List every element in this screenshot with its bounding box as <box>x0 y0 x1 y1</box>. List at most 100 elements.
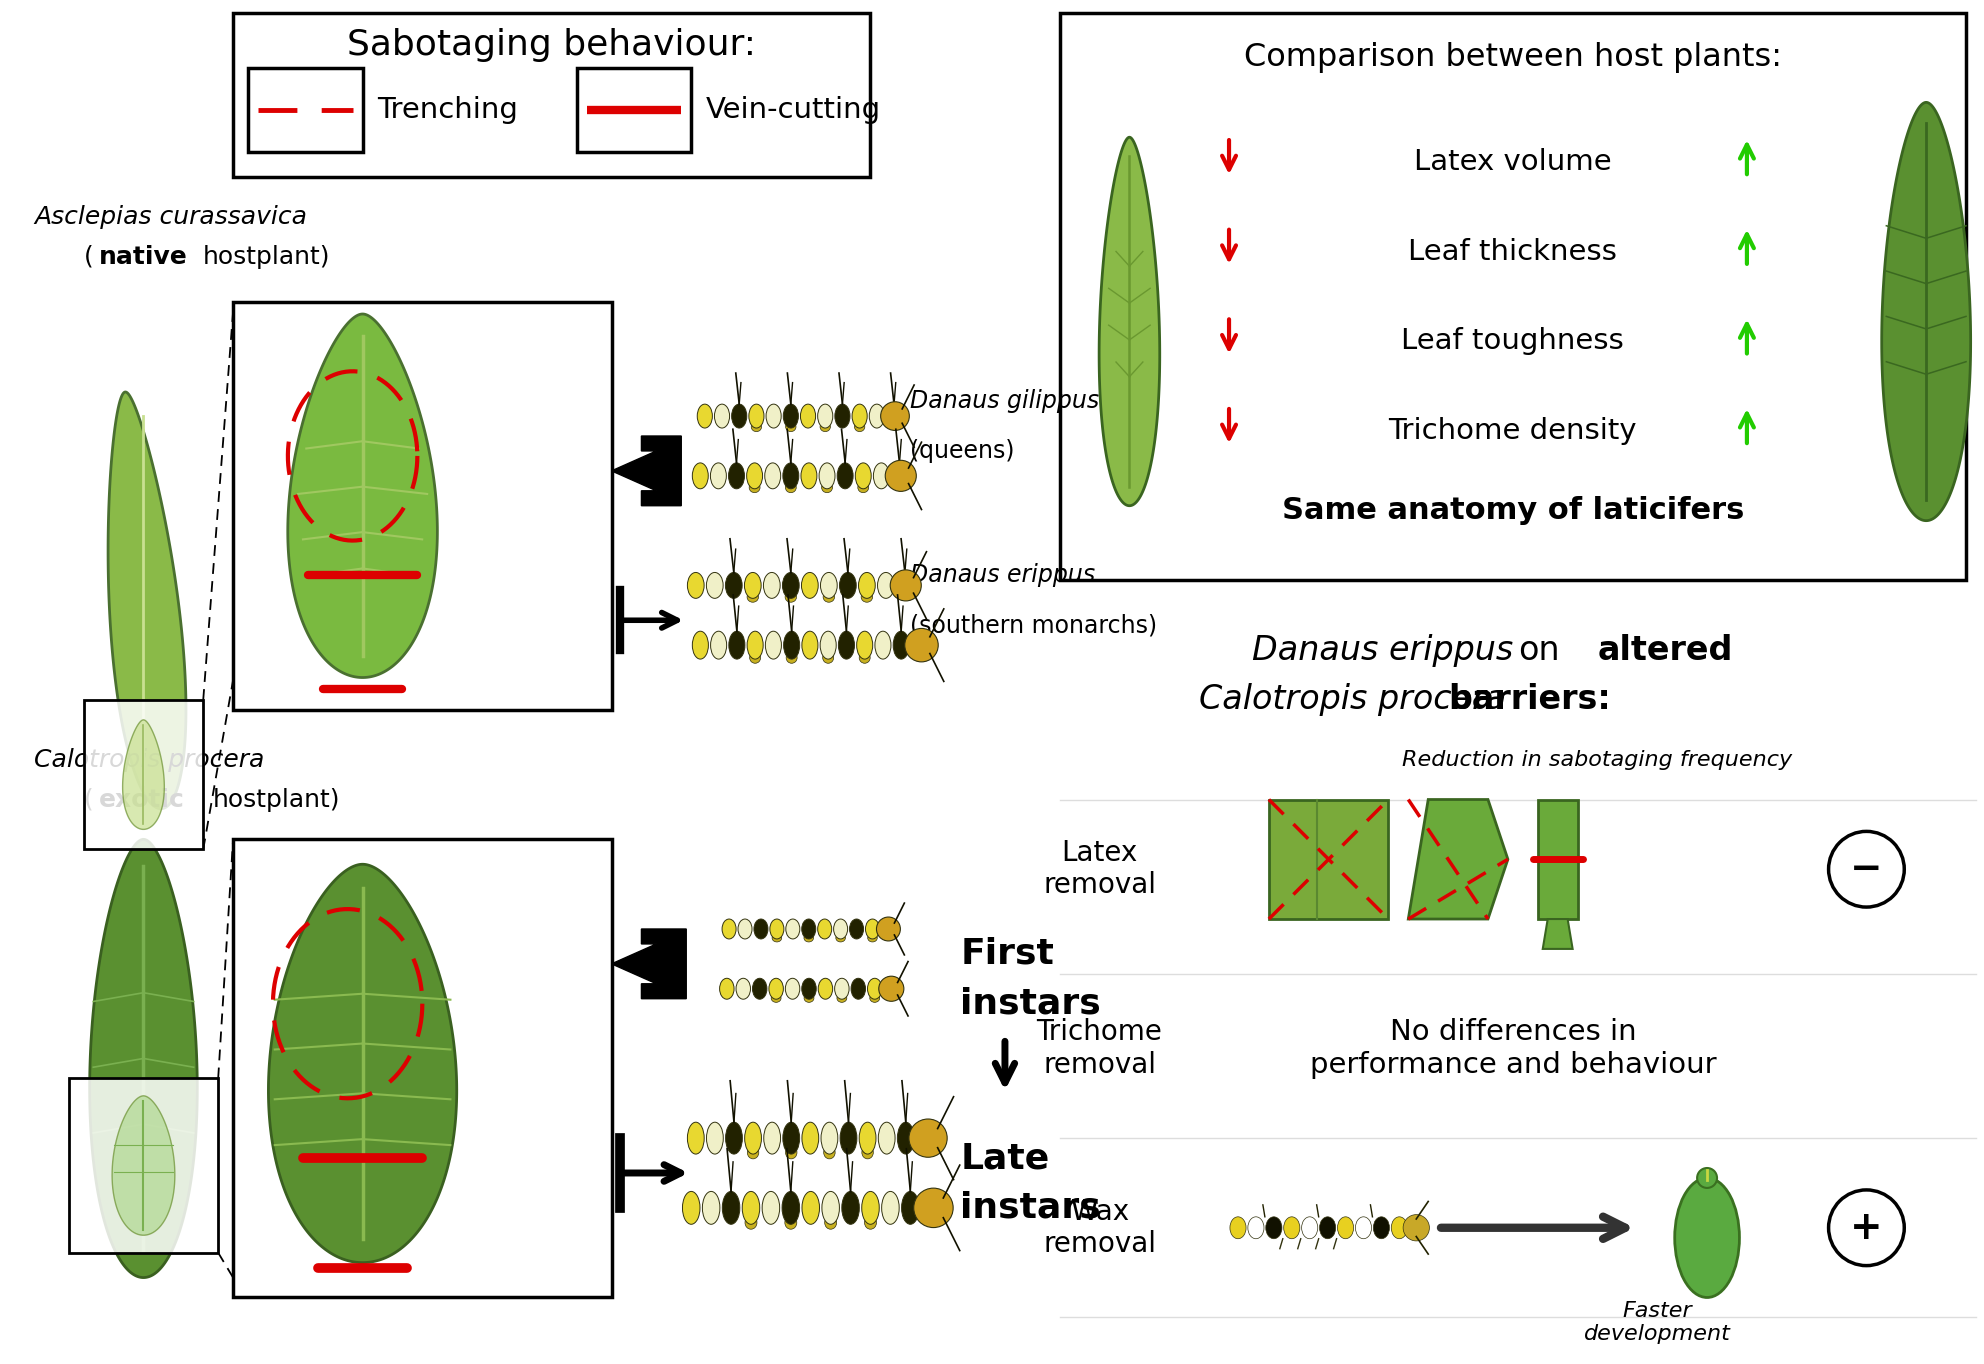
Text: Danaus erippus: Danaus erippus <box>1252 634 1514 667</box>
Ellipse shape <box>823 1146 835 1159</box>
FancyBboxPatch shape <box>1270 799 1389 919</box>
Ellipse shape <box>879 1123 895 1154</box>
Ellipse shape <box>855 421 865 431</box>
Polygon shape <box>107 391 186 809</box>
Ellipse shape <box>686 1123 704 1154</box>
Text: No differences in
performance and behaviour: No differences in performance and behavi… <box>1309 1019 1716 1079</box>
Ellipse shape <box>786 592 796 603</box>
Ellipse shape <box>865 1217 877 1229</box>
Ellipse shape <box>821 1191 839 1225</box>
Ellipse shape <box>881 1191 899 1225</box>
Ellipse shape <box>823 652 833 663</box>
Ellipse shape <box>804 934 813 943</box>
FancyBboxPatch shape <box>248 67 363 153</box>
Text: −: − <box>1851 850 1883 888</box>
Ellipse shape <box>726 1123 742 1154</box>
Ellipse shape <box>770 978 784 1000</box>
Text: Trenching: Trenching <box>377 95 518 124</box>
Ellipse shape <box>748 592 758 603</box>
Ellipse shape <box>857 632 873 659</box>
Text: Calotropis procera: Calotropis procera <box>1198 683 1506 716</box>
Text: Reduction in sabotaging frequency: Reduction in sabotaging frequency <box>1403 750 1794 769</box>
Ellipse shape <box>786 919 800 938</box>
Text: Same anatomy of laticifers: Same anatomy of laticifers <box>1282 496 1744 525</box>
Ellipse shape <box>1230 1217 1246 1239</box>
Ellipse shape <box>762 1191 780 1225</box>
Text: +: + <box>1851 1209 1883 1247</box>
Ellipse shape <box>1266 1217 1282 1239</box>
Ellipse shape <box>784 1123 800 1154</box>
Ellipse shape <box>851 404 867 428</box>
Ellipse shape <box>748 632 764 659</box>
Polygon shape <box>89 839 196 1278</box>
Ellipse shape <box>877 573 895 599</box>
Ellipse shape <box>714 404 730 428</box>
Ellipse shape <box>686 573 704 599</box>
Text: Trichome
removal: Trichome removal <box>1036 1019 1163 1079</box>
Ellipse shape <box>772 994 782 1003</box>
Ellipse shape <box>766 632 782 659</box>
Ellipse shape <box>802 462 817 488</box>
Ellipse shape <box>835 404 849 428</box>
Text: (southern monarchs): (southern monarchs) <box>911 614 1157 637</box>
Ellipse shape <box>893 632 909 659</box>
Ellipse shape <box>682 1191 700 1225</box>
Text: on: on <box>1518 634 1559 667</box>
Ellipse shape <box>726 573 742 599</box>
Ellipse shape <box>706 573 722 599</box>
Ellipse shape <box>859 573 875 599</box>
Text: altered: altered <box>1597 634 1732 667</box>
Ellipse shape <box>786 1217 798 1229</box>
Ellipse shape <box>772 934 782 943</box>
Text: Wax
removal: Wax removal <box>1044 1198 1157 1258</box>
Ellipse shape <box>742 1191 760 1225</box>
Ellipse shape <box>802 1123 819 1154</box>
Circle shape <box>1403 1214 1428 1241</box>
Ellipse shape <box>748 404 764 428</box>
Ellipse shape <box>804 994 813 1003</box>
Text: native: native <box>99 244 186 269</box>
Ellipse shape <box>766 404 782 428</box>
Ellipse shape <box>835 934 845 943</box>
Ellipse shape <box>839 632 855 659</box>
Ellipse shape <box>744 573 762 599</box>
Ellipse shape <box>770 919 784 938</box>
Ellipse shape <box>1391 1217 1407 1239</box>
Ellipse shape <box>817 404 833 428</box>
Ellipse shape <box>750 483 760 492</box>
Ellipse shape <box>746 462 762 488</box>
Ellipse shape <box>849 919 863 938</box>
Circle shape <box>885 460 917 491</box>
Circle shape <box>879 977 905 1001</box>
Ellipse shape <box>722 1191 740 1225</box>
Text: exotic: exotic <box>99 787 185 812</box>
Ellipse shape <box>839 1123 857 1154</box>
Ellipse shape <box>901 1191 919 1225</box>
FancyBboxPatch shape <box>232 839 611 1297</box>
Polygon shape <box>123 720 165 829</box>
Ellipse shape <box>897 1123 915 1154</box>
Text: (queens): (queens) <box>911 439 1016 462</box>
Ellipse shape <box>802 978 815 1000</box>
Ellipse shape <box>825 1217 837 1229</box>
Ellipse shape <box>764 462 780 488</box>
Ellipse shape <box>1355 1217 1371 1239</box>
Ellipse shape <box>692 462 708 488</box>
Ellipse shape <box>1674 1178 1740 1297</box>
Ellipse shape <box>861 592 873 603</box>
Ellipse shape <box>802 632 817 659</box>
Circle shape <box>909 1118 946 1157</box>
Ellipse shape <box>1248 1217 1264 1239</box>
Polygon shape <box>111 1095 175 1236</box>
Polygon shape <box>83 700 202 850</box>
FancyBboxPatch shape <box>232 301 611 709</box>
Circle shape <box>915 1188 952 1228</box>
Ellipse shape <box>738 919 752 938</box>
Ellipse shape <box>782 573 800 599</box>
Text: First: First <box>960 937 1054 971</box>
Ellipse shape <box>821 483 833 492</box>
Ellipse shape <box>873 462 889 488</box>
Ellipse shape <box>817 919 831 938</box>
Ellipse shape <box>744 1123 762 1154</box>
Ellipse shape <box>722 919 736 938</box>
